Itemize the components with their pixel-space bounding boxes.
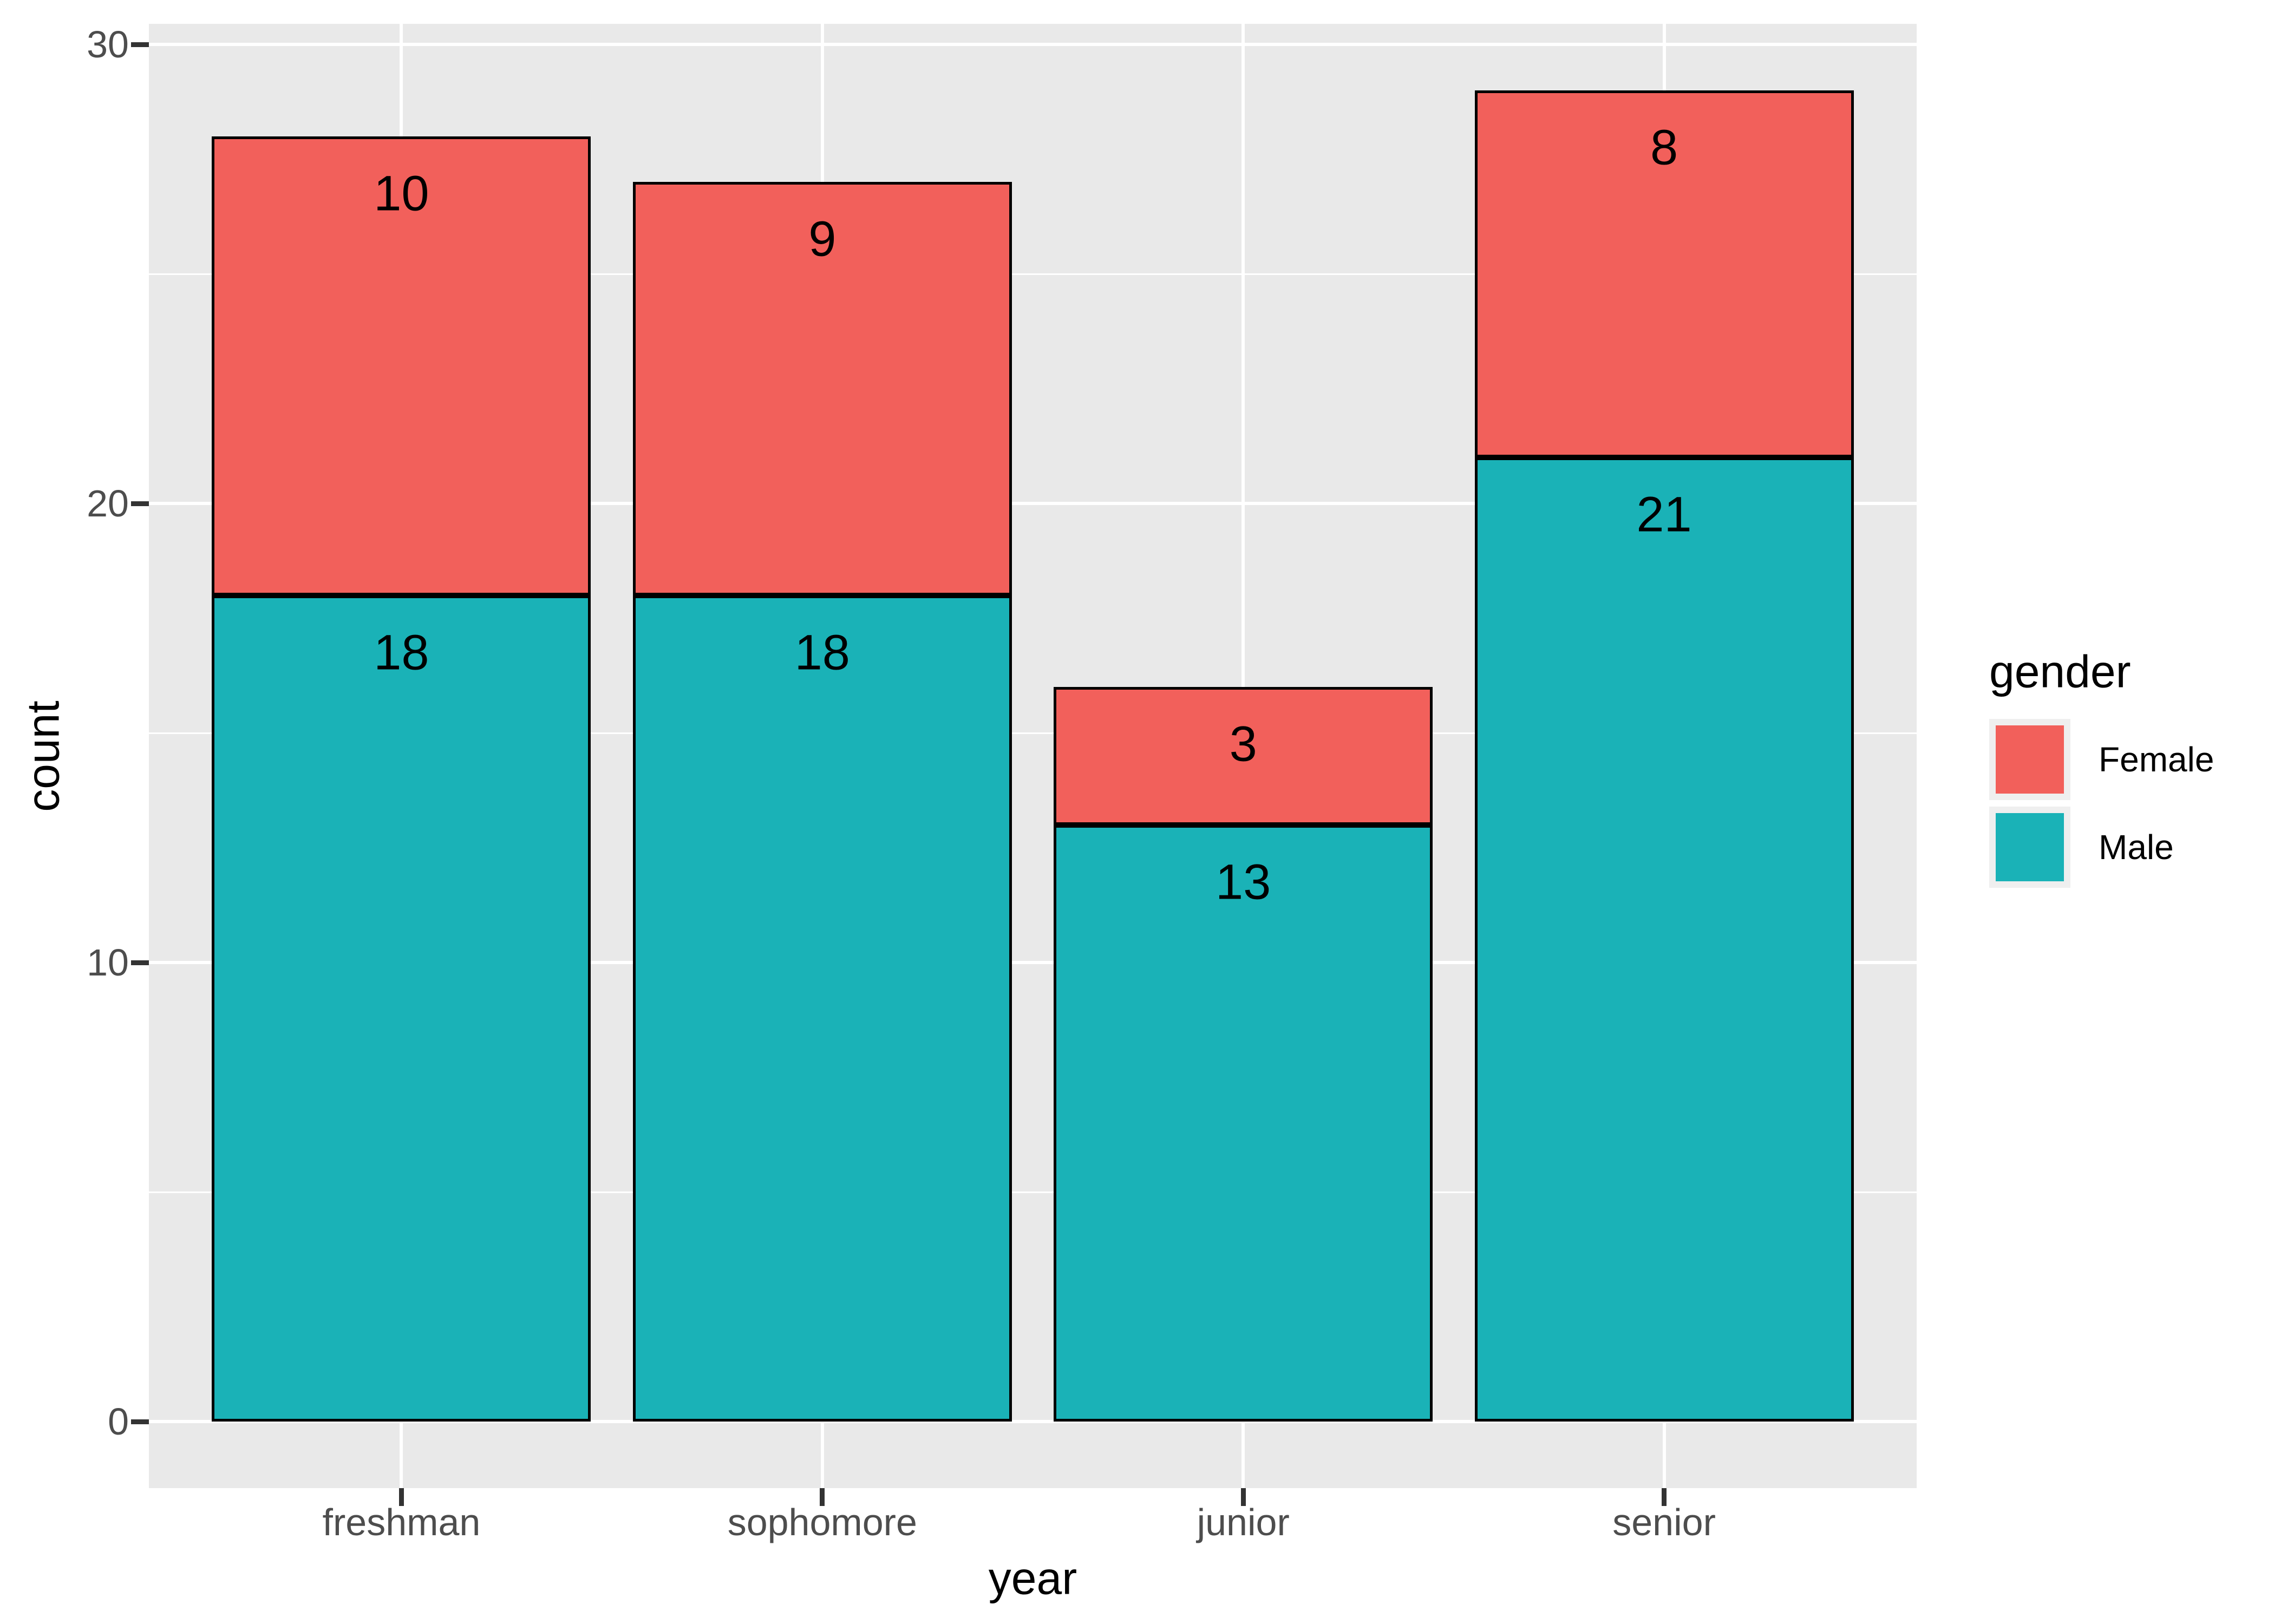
y-tick-mark bbox=[131, 1419, 149, 1424]
y-minor-gridline bbox=[149, 732, 1917, 734]
bar-value-label-female: 8 bbox=[1650, 120, 1678, 175]
bar-value-label-male: 21 bbox=[1636, 487, 1692, 542]
x-axis-title: year bbox=[988, 1553, 1077, 1604]
x-tick-mark bbox=[1662, 1488, 1667, 1506]
bar-segment-male bbox=[212, 595, 591, 1422]
x-category-label: sophomore bbox=[727, 1501, 917, 1543]
y-tick-label: 0 bbox=[108, 1400, 129, 1443]
bar-segment-female bbox=[212, 136, 591, 595]
bar-segment-female bbox=[632, 182, 1012, 595]
legend-swatch-male bbox=[1996, 813, 2064, 881]
x-tick-mark bbox=[398, 1488, 404, 1506]
legend-label-female: Female bbox=[2099, 740, 2214, 779]
y-tick-mark bbox=[131, 501, 149, 506]
y-major-gridline bbox=[149, 502, 1917, 505]
plot-panel: 10 18 9 18 3 13 8 21 bbox=[149, 24, 1917, 1488]
legend-title: gender bbox=[1989, 646, 2131, 697]
y-minor-gridline bbox=[149, 1191, 1917, 1193]
y-tick-label: 10 bbox=[87, 941, 129, 984]
x-tick-mark bbox=[1240, 1488, 1246, 1506]
y-major-gridline bbox=[149, 1420, 1917, 1423]
bar-value-label-female: 9 bbox=[808, 211, 837, 267]
y-major-gridline bbox=[149, 961, 1917, 964]
x-tick-mark bbox=[820, 1488, 825, 1506]
y-tick-mark bbox=[131, 42, 149, 47]
bar-segment-female bbox=[1054, 687, 1433, 825]
bar-value-label-male: 13 bbox=[1216, 854, 1271, 910]
legend-label-male: Male bbox=[2099, 828, 2174, 867]
bar-value-label-male: 18 bbox=[794, 625, 850, 680]
bar-value-label-male: 18 bbox=[374, 625, 429, 680]
bar-segment-male bbox=[1054, 824, 1433, 1422]
x-category-label: freshman bbox=[322, 1501, 481, 1543]
legend-key-female bbox=[1989, 719, 2070, 800]
y-major-gridline bbox=[149, 43, 1917, 46]
y-tick-label: 20 bbox=[87, 482, 129, 525]
bar-segment-male bbox=[632, 595, 1012, 1422]
legend-key-male bbox=[1989, 807, 2070, 888]
legend-swatch-female bbox=[1996, 725, 2064, 794]
y-axis-title: count bbox=[17, 700, 69, 812]
bar-value-label-female: 3 bbox=[1229, 716, 1257, 772]
y-tick-label: 30 bbox=[87, 23, 129, 66]
bar-segment-male bbox=[1474, 457, 1854, 1422]
y-minor-gridline bbox=[149, 273, 1917, 275]
bar-value-label-female: 10 bbox=[374, 166, 429, 221]
x-category-label: junior bbox=[1197, 1501, 1290, 1543]
y-tick-mark bbox=[131, 960, 149, 965]
bar-segment-female bbox=[1474, 90, 1854, 458]
x-category-label: senior bbox=[1612, 1501, 1716, 1543]
